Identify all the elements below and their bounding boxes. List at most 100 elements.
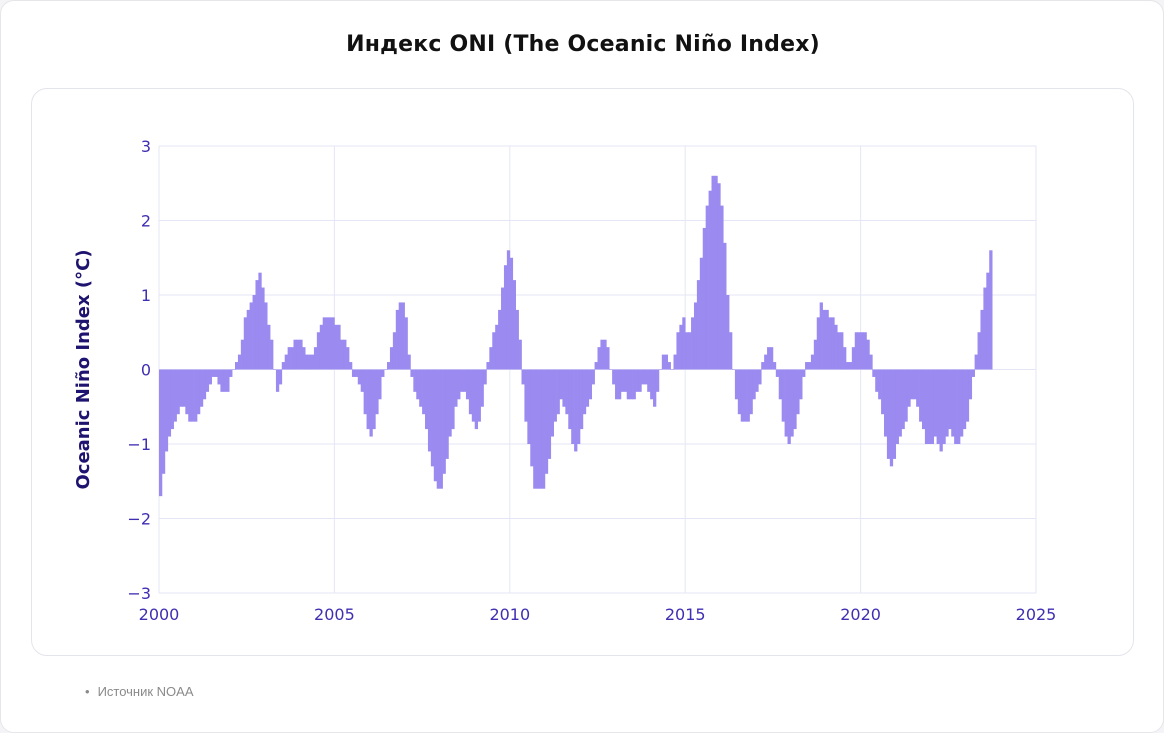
bar (606, 347, 610, 370)
bar (699, 257, 704, 370)
bar (202, 369, 207, 400)
bar (492, 332, 496, 370)
bar (597, 347, 601, 370)
bar (705, 205, 709, 370)
bar (685, 332, 689, 370)
bar (904, 369, 908, 422)
bar (688, 332, 692, 370)
bar (477, 369, 481, 422)
bar (167, 369, 172, 437)
x-tick-label: 2005 (314, 605, 355, 624)
bar (422, 369, 426, 415)
bar (515, 309, 519, 370)
bar (506, 250, 511, 370)
bar (883, 369, 888, 437)
y-tick-label: 1 (141, 286, 151, 305)
bar (410, 369, 414, 377)
bar (869, 354, 873, 370)
bar (594, 362, 598, 370)
bar (959, 369, 964, 437)
bar (281, 362, 286, 370)
bar (366, 369, 370, 430)
bar (164, 369, 169, 452)
bar (863, 332, 867, 370)
bar (731, 369, 736, 370)
bar (544, 369, 549, 474)
bar (831, 317, 835, 370)
bar (255, 280, 259, 370)
bar (778, 369, 783, 400)
bar (600, 339, 604, 370)
bar (854, 332, 859, 370)
bar (761, 362, 765, 370)
bar (790, 369, 794, 437)
bar (498, 309, 502, 370)
bar (465, 369, 470, 400)
bar (533, 369, 537, 489)
bar (901, 369, 905, 430)
bar (343, 339, 347, 370)
bar (179, 369, 183, 407)
bar (802, 369, 806, 377)
bar (898, 369, 902, 437)
y-axis-label: Oceanic Niño Index (°C) (73, 249, 94, 489)
bar (547, 369, 552, 459)
bar (609, 369, 613, 370)
bar (419, 369, 423, 407)
bar (328, 317, 332, 370)
bar (615, 369, 619, 400)
bar (313, 347, 318, 370)
bar (679, 324, 683, 370)
bar (603, 339, 607, 370)
bar (875, 369, 879, 392)
bar (191, 369, 195, 422)
bar (433, 369, 438, 482)
bar (521, 369, 525, 385)
y-tick-label: −1 (127, 435, 151, 454)
bar (296, 339, 300, 370)
bar (629, 369, 633, 400)
bar (176, 369, 180, 415)
bar (623, 369, 628, 392)
bar (392, 332, 397, 370)
bar (425, 369, 429, 430)
bar (194, 369, 198, 422)
bar (495, 324, 499, 370)
bar (240, 339, 245, 370)
bar (843, 347, 847, 370)
bar (872, 369, 876, 377)
y-tick-label: 0 (141, 361, 151, 380)
bar (729, 332, 733, 370)
bar (676, 332, 680, 370)
bar (977, 332, 981, 370)
bar (553, 369, 557, 422)
bar (796, 369, 800, 415)
bar (354, 369, 359, 377)
bar (617, 369, 622, 400)
bar (334, 324, 338, 370)
bar (568, 369, 572, 430)
bar (217, 369, 221, 385)
bar (948, 369, 952, 430)
bar (927, 369, 932, 444)
x-tick-label: 2020 (840, 605, 881, 624)
bar (562, 369, 566, 407)
bar (413, 369, 417, 392)
bar (828, 317, 832, 370)
bar (536, 369, 540, 489)
bar (980, 309, 984, 370)
x-tick-label: 2025 (1016, 605, 1057, 624)
bar (638, 369, 642, 392)
bar (474, 369, 478, 430)
chart-title: Индекс ONI (The Oceanic Niño Index) (346, 32, 820, 57)
bar (889, 369, 894, 467)
bar (185, 369, 189, 415)
bar (807, 362, 812, 370)
bar (939, 369, 943, 452)
bar (387, 362, 391, 370)
bar (822, 309, 826, 370)
bar (910, 369, 914, 400)
bar (214, 369, 218, 377)
bar (442, 369, 446, 474)
